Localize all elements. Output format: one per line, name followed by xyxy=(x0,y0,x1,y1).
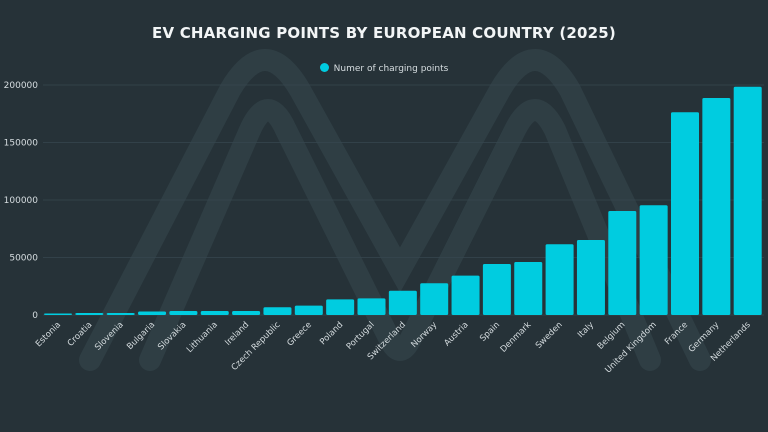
x-tick-label: Spain xyxy=(478,320,502,344)
bar-bulgaria[interactable] xyxy=(138,311,167,315)
bar-lithuania[interactable] xyxy=(200,310,229,315)
legend[interactable]: Numer of charging points xyxy=(0,63,768,74)
bar-ireland[interactable] xyxy=(232,310,261,315)
y-axis: 0 50000 100000 150000 200000 xyxy=(4,81,39,321)
x-tick-label: Denmark xyxy=(499,320,534,355)
bar-poland[interactable] xyxy=(326,299,355,315)
bar-greece[interactable] xyxy=(294,305,323,315)
x-tick-label: Lithuania xyxy=(185,320,220,355)
x-tick-label: Italy xyxy=(576,320,596,340)
x-tick-label: Portugal xyxy=(345,320,377,352)
bar-austria[interactable] xyxy=(451,275,480,315)
bar-italy[interactable] xyxy=(576,240,605,315)
bar-estonia[interactable] xyxy=(44,313,72,315)
legend-label: Numer of charging points xyxy=(333,64,449,74)
y-tick-label: 200000 xyxy=(4,81,39,91)
bar-croatia[interactable] xyxy=(75,313,104,315)
watermark-logo xyxy=(79,49,711,371)
bars xyxy=(44,86,762,316)
bar-sweden[interactable] xyxy=(545,244,574,315)
bar-france[interactable] xyxy=(671,112,699,315)
bar-belgium[interactable] xyxy=(608,211,637,315)
x-tick-label: Greece xyxy=(285,320,313,348)
x-tick-label: Sweden xyxy=(534,320,565,351)
bar-united-kingdom[interactable] xyxy=(639,205,668,315)
bar-norway[interactable] xyxy=(420,283,449,315)
legend-marker xyxy=(319,63,329,72)
x-tick-label: Belgium xyxy=(596,320,628,352)
y-tick-label: 50000 xyxy=(9,254,38,264)
chart-title: EV CHARGING POINTS BY EUROPEAN COUNTRY (… xyxy=(152,24,616,42)
bar-portugal[interactable] xyxy=(357,298,386,315)
bar-slovenia[interactable] xyxy=(106,313,135,315)
bar-czech-republic[interactable] xyxy=(263,307,292,315)
bar-germany[interactable] xyxy=(702,97,731,316)
x-tick-label: Poland xyxy=(318,320,345,347)
bar-slovakia[interactable] xyxy=(169,310,198,315)
y-tick-label: 100000 xyxy=(4,196,39,206)
bar-denmark[interactable] xyxy=(514,261,543,315)
bar-spain[interactable] xyxy=(482,264,511,315)
bar-switzerland[interactable] xyxy=(388,290,417,315)
y-tick-label: 150000 xyxy=(4,139,39,149)
x-tick-label: Austria xyxy=(442,320,470,348)
y-tick-label: 0 xyxy=(32,311,38,321)
x-tick-label: Ireland xyxy=(223,320,251,348)
x-tick-label: Estonia xyxy=(34,320,63,349)
bar-netherlands[interactable] xyxy=(733,86,762,315)
